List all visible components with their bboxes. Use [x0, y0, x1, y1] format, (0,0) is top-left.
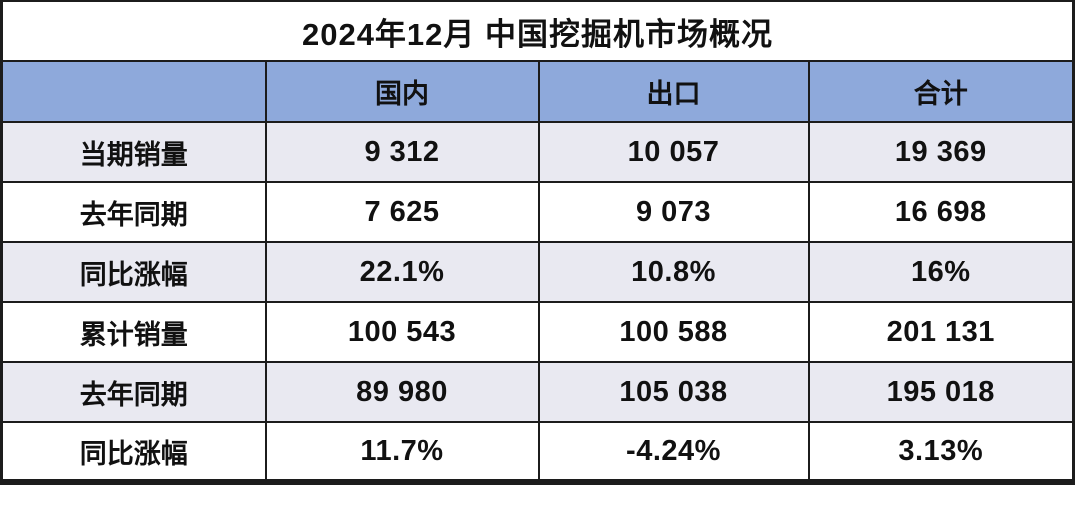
table-row: 同比涨幅 11.7% -4.24% 3.13%	[0, 421, 1075, 483]
page-title: 2024年12月 中国挖掘机市场概况	[0, 0, 1075, 62]
table-header-row: 国内 出口 合计	[0, 60, 1075, 123]
column-header-total: 合计	[807, 60, 1075, 123]
cell-value: 9 073	[537, 181, 810, 243]
column-header-blank	[0, 60, 267, 123]
cell-value: 10.8%	[537, 241, 810, 303]
table-row: 当期销量 9 312 10 057 19 369	[0, 121, 1075, 183]
cell-value: 7 625	[264, 181, 540, 243]
column-header-export: 出口	[537, 60, 810, 123]
row-label: 累计销量	[0, 301, 267, 363]
row-label: 去年同期	[0, 181, 267, 243]
cell-value: 100 588	[537, 301, 810, 363]
cell-value: 22.1%	[264, 241, 540, 303]
cell-value: 19 369	[807, 121, 1075, 183]
cell-value: 100 543	[264, 301, 540, 363]
column-header-domestic: 国内	[264, 60, 540, 123]
table-row: 同比涨幅 22.1% 10.8% 16%	[0, 241, 1075, 303]
cell-value: 11.7%	[264, 421, 540, 483]
cell-value: 195 018	[807, 361, 1075, 423]
table-row: 去年同期 89 980 105 038 195 018	[0, 361, 1075, 423]
cell-value: 89 980	[264, 361, 540, 423]
row-label: 同比涨幅	[0, 241, 267, 303]
cell-value: 16%	[807, 241, 1075, 303]
cell-value: -4.24%	[537, 421, 810, 483]
table-title-row: 2024年12月 中国挖掘机市场概况	[0, 0, 1075, 62]
cell-value: 16 698	[807, 181, 1075, 243]
cell-value: 105 038	[537, 361, 810, 423]
table-row: 累计销量 100 543 100 588 201 131	[0, 301, 1075, 363]
row-label: 同比涨幅	[0, 421, 267, 483]
cell-value: 9 312	[264, 121, 540, 183]
table-row: 去年同期 7 625 9 073 16 698	[0, 181, 1075, 243]
cell-value: 3.13%	[807, 421, 1075, 483]
row-label: 去年同期	[0, 361, 267, 423]
row-label: 当期销量	[0, 121, 267, 183]
market-overview-table: 2024年12月 中国挖掘机市场概况 国内 出口 合计 当期销量 9 312 1…	[0, 0, 1075, 485]
cell-value: 10 057	[537, 121, 810, 183]
cell-value: 201 131	[807, 301, 1075, 363]
